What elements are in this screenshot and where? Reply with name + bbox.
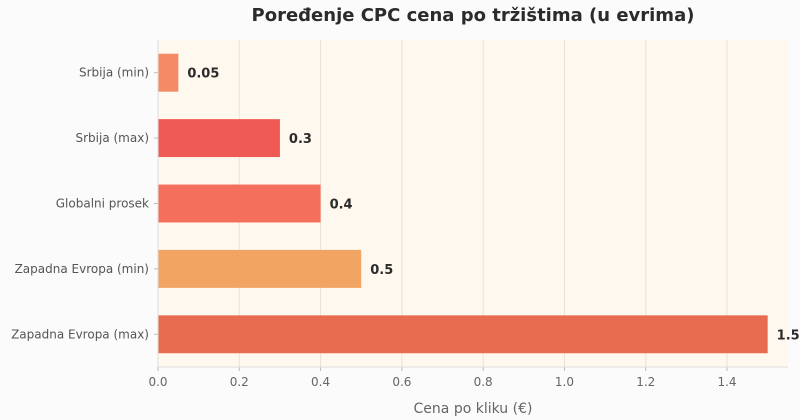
- value-label: 1.5: [777, 328, 800, 343]
- category-label: Srbija (min): [79, 66, 149, 80]
- value-labels: 0.05 0.3 0.4 0.5 1.5: [187, 67, 799, 344]
- x-tick-label: 1.2: [636, 375, 655, 389]
- chart-title: Poređenje CPC cena po tržištima (u evrim…: [252, 5, 695, 26]
- value-label: 0.3: [289, 132, 312, 147]
- x-tick-label: 1.4: [717, 375, 736, 389]
- bar: [158, 184, 321, 223]
- value-label: 0.4: [330, 198, 353, 213]
- x-tick-label: 0.6: [392, 375, 411, 389]
- bar: [158, 53, 179, 92]
- category-label: Srbija (max): [75, 131, 149, 145]
- value-label: 0.5: [370, 263, 393, 278]
- x-tick-label: 0.4: [311, 375, 330, 389]
- category-label: Zapadna Evropa (min): [15, 262, 149, 276]
- bar: [158, 119, 280, 158]
- bars: [158, 53, 768, 354]
- x-axis-label: Cena po kliku (€): [414, 401, 533, 417]
- category-labels: Srbija (min) Srbija (max) Globalni prosek Z…: [11, 66, 158, 341]
- x-tick-label: 0.2: [230, 375, 249, 389]
- bar: [158, 249, 362, 288]
- x-axis-ticks: 0.0 0.2 0.4 0.6 0.8 1.0 1.2 1.4: [148, 367, 737, 389]
- x-tick-label: 1.0: [555, 375, 574, 389]
- value-label: 0.05: [187, 67, 219, 82]
- bar: [158, 315, 768, 354]
- category-label: Globalni prosek: [56, 197, 149, 211]
- x-tick-label: 0.0: [148, 375, 167, 389]
- category-label: Zapadna Evropa (max): [11, 327, 149, 341]
- x-tick-label: 0.8: [474, 375, 493, 389]
